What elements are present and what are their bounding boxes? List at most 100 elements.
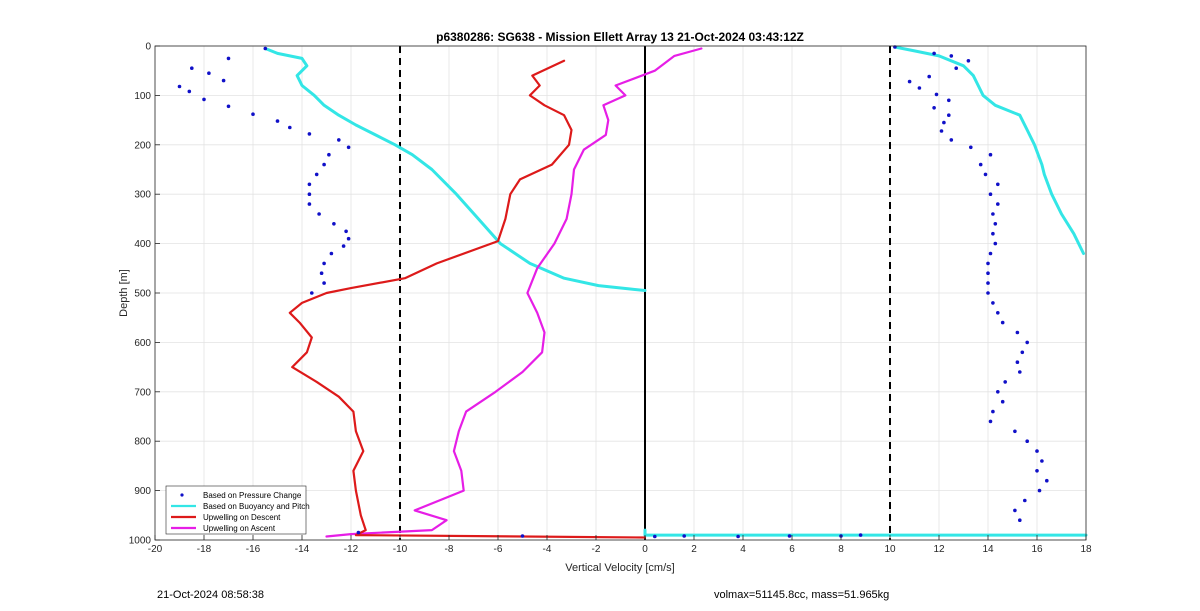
x-tick-label: -20 bbox=[148, 544, 163, 555]
x-tick-label: -4 bbox=[543, 544, 552, 555]
pressure-data-point bbox=[988, 192, 993, 196]
x-tick-label: 10 bbox=[884, 544, 896, 555]
pressure-data-point bbox=[307, 192, 312, 196]
pressure-data-point bbox=[1018, 370, 1022, 374]
pressure-data-point bbox=[207, 71, 211, 75]
pressure-data-point bbox=[1040, 459, 1044, 463]
y-tick-label: 900 bbox=[134, 486, 151, 497]
legend-swatch-dot bbox=[180, 493, 184, 497]
ascent-series-line bbox=[325, 47, 703, 538]
pressure-data-point bbox=[947, 113, 951, 117]
pressure-data-point bbox=[988, 251, 993, 256]
pressure-data-point bbox=[949, 138, 954, 142]
x-tick-label: 0 bbox=[642, 544, 648, 555]
x-tick-label: 8 bbox=[838, 544, 844, 555]
pressure-data-point bbox=[858, 533, 863, 537]
y-tick-label: 100 bbox=[134, 91, 151, 102]
pressure-data-point bbox=[322, 261, 326, 266]
pressure-data-point bbox=[978, 162, 983, 167]
y-tick-label: 1000 bbox=[129, 536, 152, 547]
y-tick-label: 500 bbox=[134, 289, 151, 300]
pressure-data-point bbox=[947, 98, 951, 103]
x-tick-label: 6 bbox=[789, 544, 795, 555]
x-tick-label: -6 bbox=[494, 544, 503, 555]
pressure-data-point bbox=[1035, 469, 1039, 473]
pressure-data-point bbox=[1013, 429, 1017, 434]
pressure-data-point bbox=[954, 66, 958, 70]
x-tick-label: 14 bbox=[982, 544, 994, 555]
pressure-data-point bbox=[996, 311, 1000, 315]
x-tick-label: 12 bbox=[933, 544, 945, 555]
y-tick-label: 0 bbox=[145, 42, 151, 53]
pressure-data-point bbox=[682, 534, 686, 538]
descent-series-line bbox=[288, 59, 647, 539]
pressure-data-point bbox=[307, 202, 312, 206]
pressure-data-point bbox=[991, 301, 995, 305]
x-tick-label: -12 bbox=[344, 544, 359, 555]
pressure-data-point bbox=[991, 231, 995, 236]
pressure-data-point bbox=[949, 54, 954, 58]
pressure-data-point bbox=[221, 78, 226, 83]
legend-label: Based on Buoyancy and Pitch bbox=[203, 502, 310, 511]
pressure-data-point bbox=[1025, 340, 1029, 345]
x-tick-label: 4 bbox=[740, 544, 746, 555]
pressure-data-point bbox=[988, 152, 993, 157]
pressure-data-point bbox=[991, 212, 995, 216]
footer-timestamp: 21-Oct-2024 08:58:38 bbox=[157, 589, 265, 601]
y-tick-label: 200 bbox=[134, 140, 151, 151]
x-tick-label: -10 bbox=[393, 544, 408, 555]
pressure-data-point bbox=[969, 145, 973, 150]
pressure-data-point bbox=[307, 182, 312, 187]
y-tick-label: 600 bbox=[134, 338, 151, 349]
pressure-data-point bbox=[1020, 350, 1025, 355]
pressure-data-point bbox=[356, 530, 361, 535]
legend-box bbox=[165, 485, 307, 535]
ticks: -20 -18 -16 -14 -12 -10 -8 -6 -4 -2 0 2 4 6 8 10 12 14 16 1… bbox=[129, 42, 1092, 556]
pressure-data-point bbox=[322, 281, 326, 285]
legend-label: Upwelling on Ascent bbox=[203, 524, 276, 533]
pressure-data-point bbox=[988, 419, 993, 424]
buoyancy-series-line bbox=[263, 47, 647, 292]
pressure-data-point bbox=[917, 86, 922, 90]
y-axis-label: Depth [m] bbox=[118, 269, 130, 317]
pressure-data-point bbox=[190, 66, 194, 70]
x-tick-label: -8 bbox=[445, 544, 454, 555]
pressure-data-point bbox=[314, 172, 319, 177]
y-tick-label: 400 bbox=[134, 239, 151, 250]
pressure-data-point bbox=[996, 390, 1000, 394]
y-tick-label: 800 bbox=[134, 437, 151, 448]
pressure-data-point bbox=[942, 120, 946, 125]
pressure-data-point bbox=[966, 59, 971, 63]
pressure-data-point bbox=[1018, 518, 1022, 522]
pressure-data-point bbox=[346, 236, 351, 241]
pressure-data-point bbox=[177, 84, 182, 89]
pressure-data-point bbox=[932, 106, 936, 110]
x-tick-label: -18 bbox=[197, 544, 212, 555]
x-tick-label: -16 bbox=[246, 544, 261, 555]
pressure-data-point bbox=[329, 251, 334, 256]
legend-label: Based on Pressure Change bbox=[203, 491, 302, 500]
x-tick-label: -14 bbox=[295, 544, 310, 555]
pressure-data-point bbox=[319, 271, 324, 276]
legend: Based on Pressure Change Based on Buoyanc… bbox=[165, 485, 310, 535]
footer-volmax-mass: volmax=51145.8cc, mass=51.965kg bbox=[714, 589, 890, 601]
pressure-data-point bbox=[226, 104, 231, 109]
pressure-data-point bbox=[310, 291, 314, 295]
x-axis-label: Vertical Velocity [cm/s] bbox=[565, 562, 674, 574]
pressure-data-point bbox=[996, 202, 1000, 206]
pressure-data-point bbox=[986, 291, 990, 295]
x-tick-label: 2 bbox=[691, 544, 697, 555]
pressure-data-point bbox=[307, 132, 312, 136]
pressure-data-point bbox=[653, 534, 657, 539]
pressure-data-point bbox=[934, 92, 939, 97]
pressure-data-point bbox=[993, 222, 998, 226]
pressure-data-point bbox=[986, 281, 990, 285]
pressure-data-point bbox=[996, 182, 1000, 187]
y-tick-label: 700 bbox=[134, 387, 151, 398]
pressure-data-point bbox=[275, 119, 280, 123]
y-tick-label: 300 bbox=[134, 190, 151, 201]
pressure-data-point bbox=[332, 222, 336, 226]
x-tick-label: 18 bbox=[1080, 544, 1092, 555]
chart-title: p6380286: SG638 - Mission Ellett Array 1… bbox=[436, 30, 804, 44]
